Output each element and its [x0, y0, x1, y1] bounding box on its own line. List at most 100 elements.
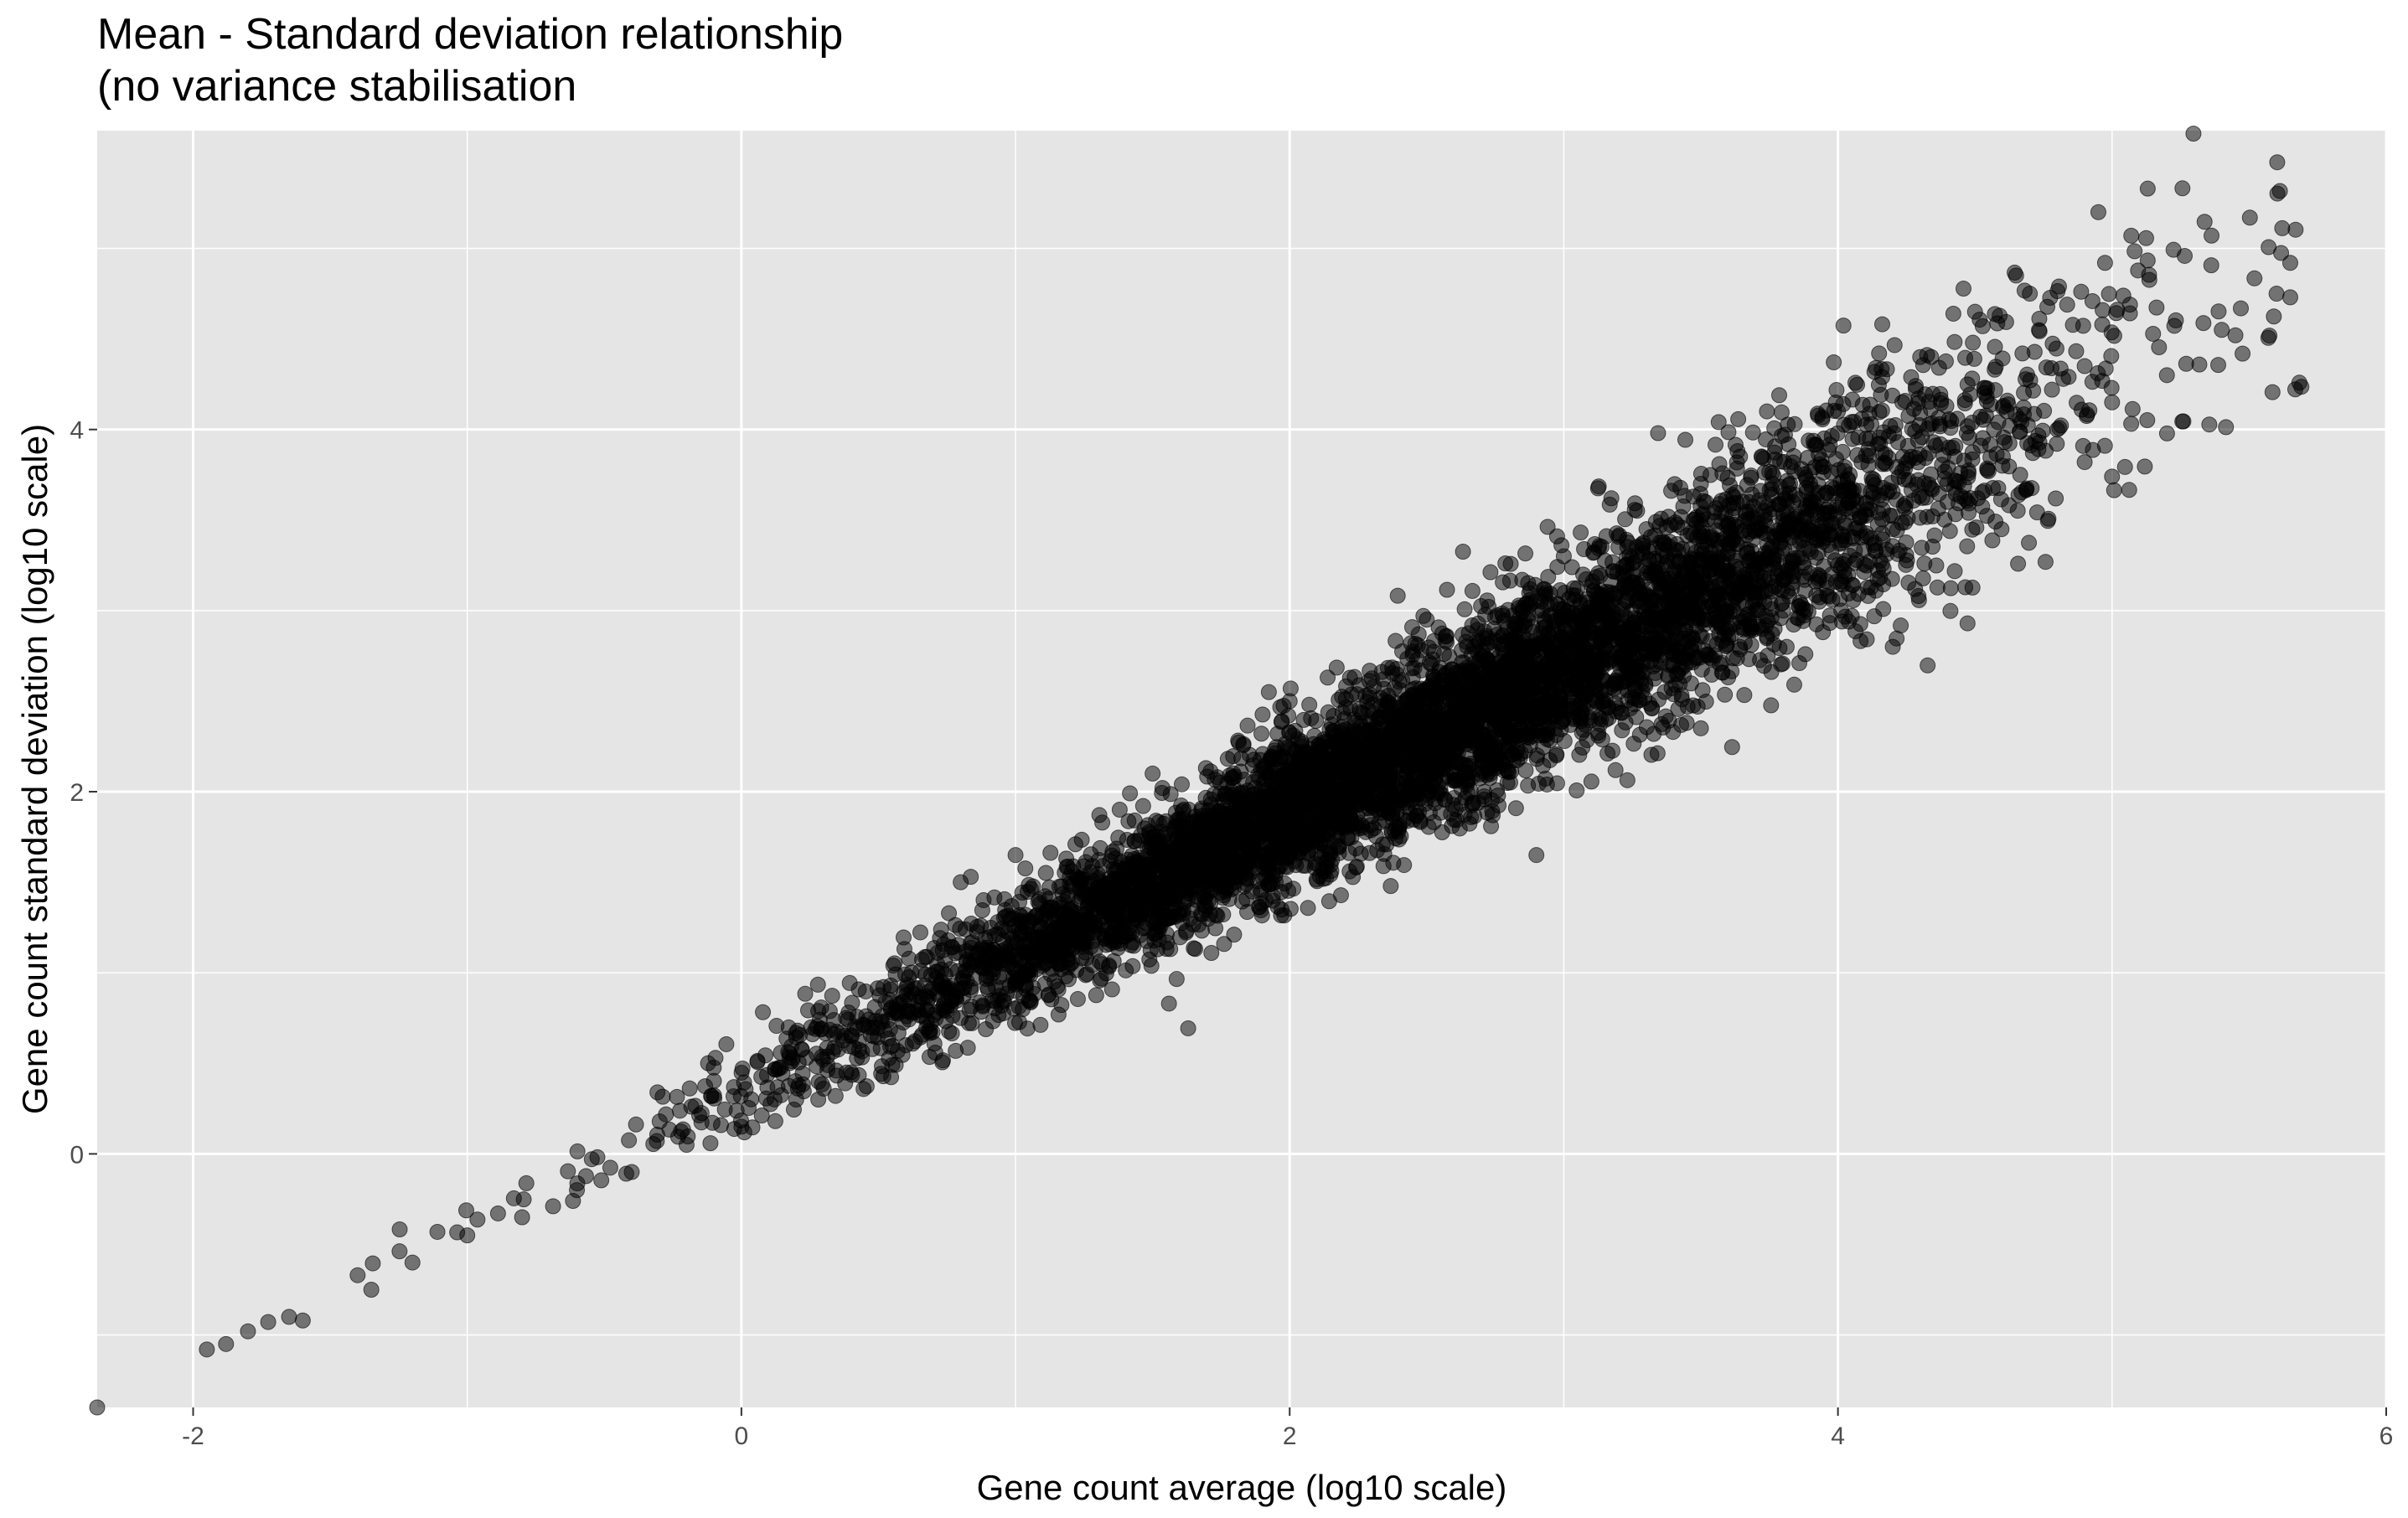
data-point	[240, 1323, 256, 1340]
data-point	[2044, 335, 2061, 352]
data-point	[2235, 345, 2251, 362]
data-point	[2287, 221, 2304, 238]
data-point	[755, 1004, 772, 1020]
data-point	[1785, 676, 1802, 693]
data-point	[1455, 544, 1471, 560]
data-point	[1287, 722, 1304, 739]
data-point	[628, 1116, 644, 1133]
data-point	[1826, 354, 1842, 370]
data-point	[1094, 814, 1111, 831]
data-point	[785, 1101, 802, 1118]
data-point	[862, 1027, 879, 1044]
data-point	[1111, 801, 1128, 818]
data-point	[1643, 746, 1660, 763]
data-point	[1282, 680, 1299, 697]
data-point	[1959, 538, 1976, 555]
data-point	[618, 1165, 634, 1182]
data-point	[1145, 765, 1161, 782]
data-point	[2264, 384, 2281, 400]
data-point	[1759, 403, 1775, 420]
data-point	[1631, 726, 1648, 743]
data-point	[1590, 727, 1607, 744]
data-point	[1497, 555, 1514, 572]
data-point	[218, 1335, 235, 1352]
data-point	[2096, 255, 2113, 271]
data-point	[2268, 286, 2285, 302]
data-point	[963, 869, 979, 886]
data-point	[854, 1049, 871, 1066]
data-point	[2281, 255, 2298, 271]
data-point	[1692, 720, 1709, 736]
data-point	[391, 1243, 408, 1260]
data-point	[1032, 1016, 1049, 1033]
data-point	[281, 1309, 297, 1325]
data-point	[881, 1021, 898, 1038]
data-point	[1791, 655, 1808, 672]
data-point	[645, 1136, 662, 1153]
data-point	[1924, 481, 1940, 498]
data-point	[1120, 813, 1137, 829]
data-point	[1548, 528, 1565, 545]
data-point	[2044, 381, 2060, 398]
data-point	[1965, 334, 1982, 351]
data-point	[1050, 981, 1067, 998]
data-point	[2139, 412, 2156, 429]
data-point	[809, 976, 826, 993]
data-point	[1568, 782, 1585, 798]
data-point	[2261, 239, 2277, 256]
data-point	[593, 1172, 610, 1189]
data-point	[1439, 581, 1455, 598]
data-point	[1485, 807, 1501, 824]
data-point	[583, 1151, 600, 1168]
scatter-points	[89, 126, 2310, 1416]
data-point	[1646, 725, 1662, 742]
data-point	[1407, 635, 1424, 652]
data-point	[1619, 772, 1635, 788]
data-point	[1976, 380, 1992, 396]
data-point	[669, 1088, 685, 1105]
data-point	[2039, 513, 2056, 529]
data-point	[2115, 287, 2132, 304]
data-point	[1978, 508, 1995, 524]
data-point	[658, 1106, 674, 1123]
data-point	[1216, 936, 1232, 953]
data-point	[2042, 289, 2059, 306]
scatter-point-cloud	[260, 126, 2310, 1330]
data-point	[2037, 554, 2054, 571]
data-point	[1717, 686, 1734, 703]
data-point	[199, 1341, 215, 1358]
data-point	[2271, 183, 2288, 199]
data-point	[1614, 722, 1630, 739]
data-point	[705, 1072, 722, 1089]
data-point	[2050, 278, 2067, 295]
data-point	[569, 1143, 586, 1159]
data-point	[705, 1087, 722, 1104]
data-point	[1160, 995, 1177, 1012]
data-point	[294, 1312, 311, 1329]
chart-title: Mean - Standard deviation relationship	[97, 10, 844, 59]
data-point	[363, 1281, 380, 1298]
data-point	[649, 1084, 666, 1101]
data-point	[2012, 467, 2028, 483]
data-point	[1780, 477, 1797, 493]
data-point	[1929, 579, 1946, 596]
data-point	[2141, 271, 2157, 288]
data-point	[681, 1080, 698, 1097]
data-point	[1920, 657, 1936, 674]
data-point	[2137, 230, 2154, 246]
data-point	[1763, 697, 1780, 714]
data-point	[1863, 470, 1880, 487]
data-point	[1583, 773, 1599, 790]
data-point	[2266, 308, 2282, 325]
data-point	[2048, 490, 2064, 507]
data-point	[1736, 687, 1753, 704]
data-point	[1269, 898, 1286, 915]
data-point	[89, 1399, 106, 1416]
data-point	[2001, 497, 2018, 514]
data-point	[2281, 289, 2298, 306]
data-point	[1528, 847, 1545, 864]
data-point	[1964, 451, 1981, 467]
data-point	[2073, 283, 2090, 300]
data-point	[2145, 325, 2162, 342]
data-point	[602, 1159, 618, 1176]
